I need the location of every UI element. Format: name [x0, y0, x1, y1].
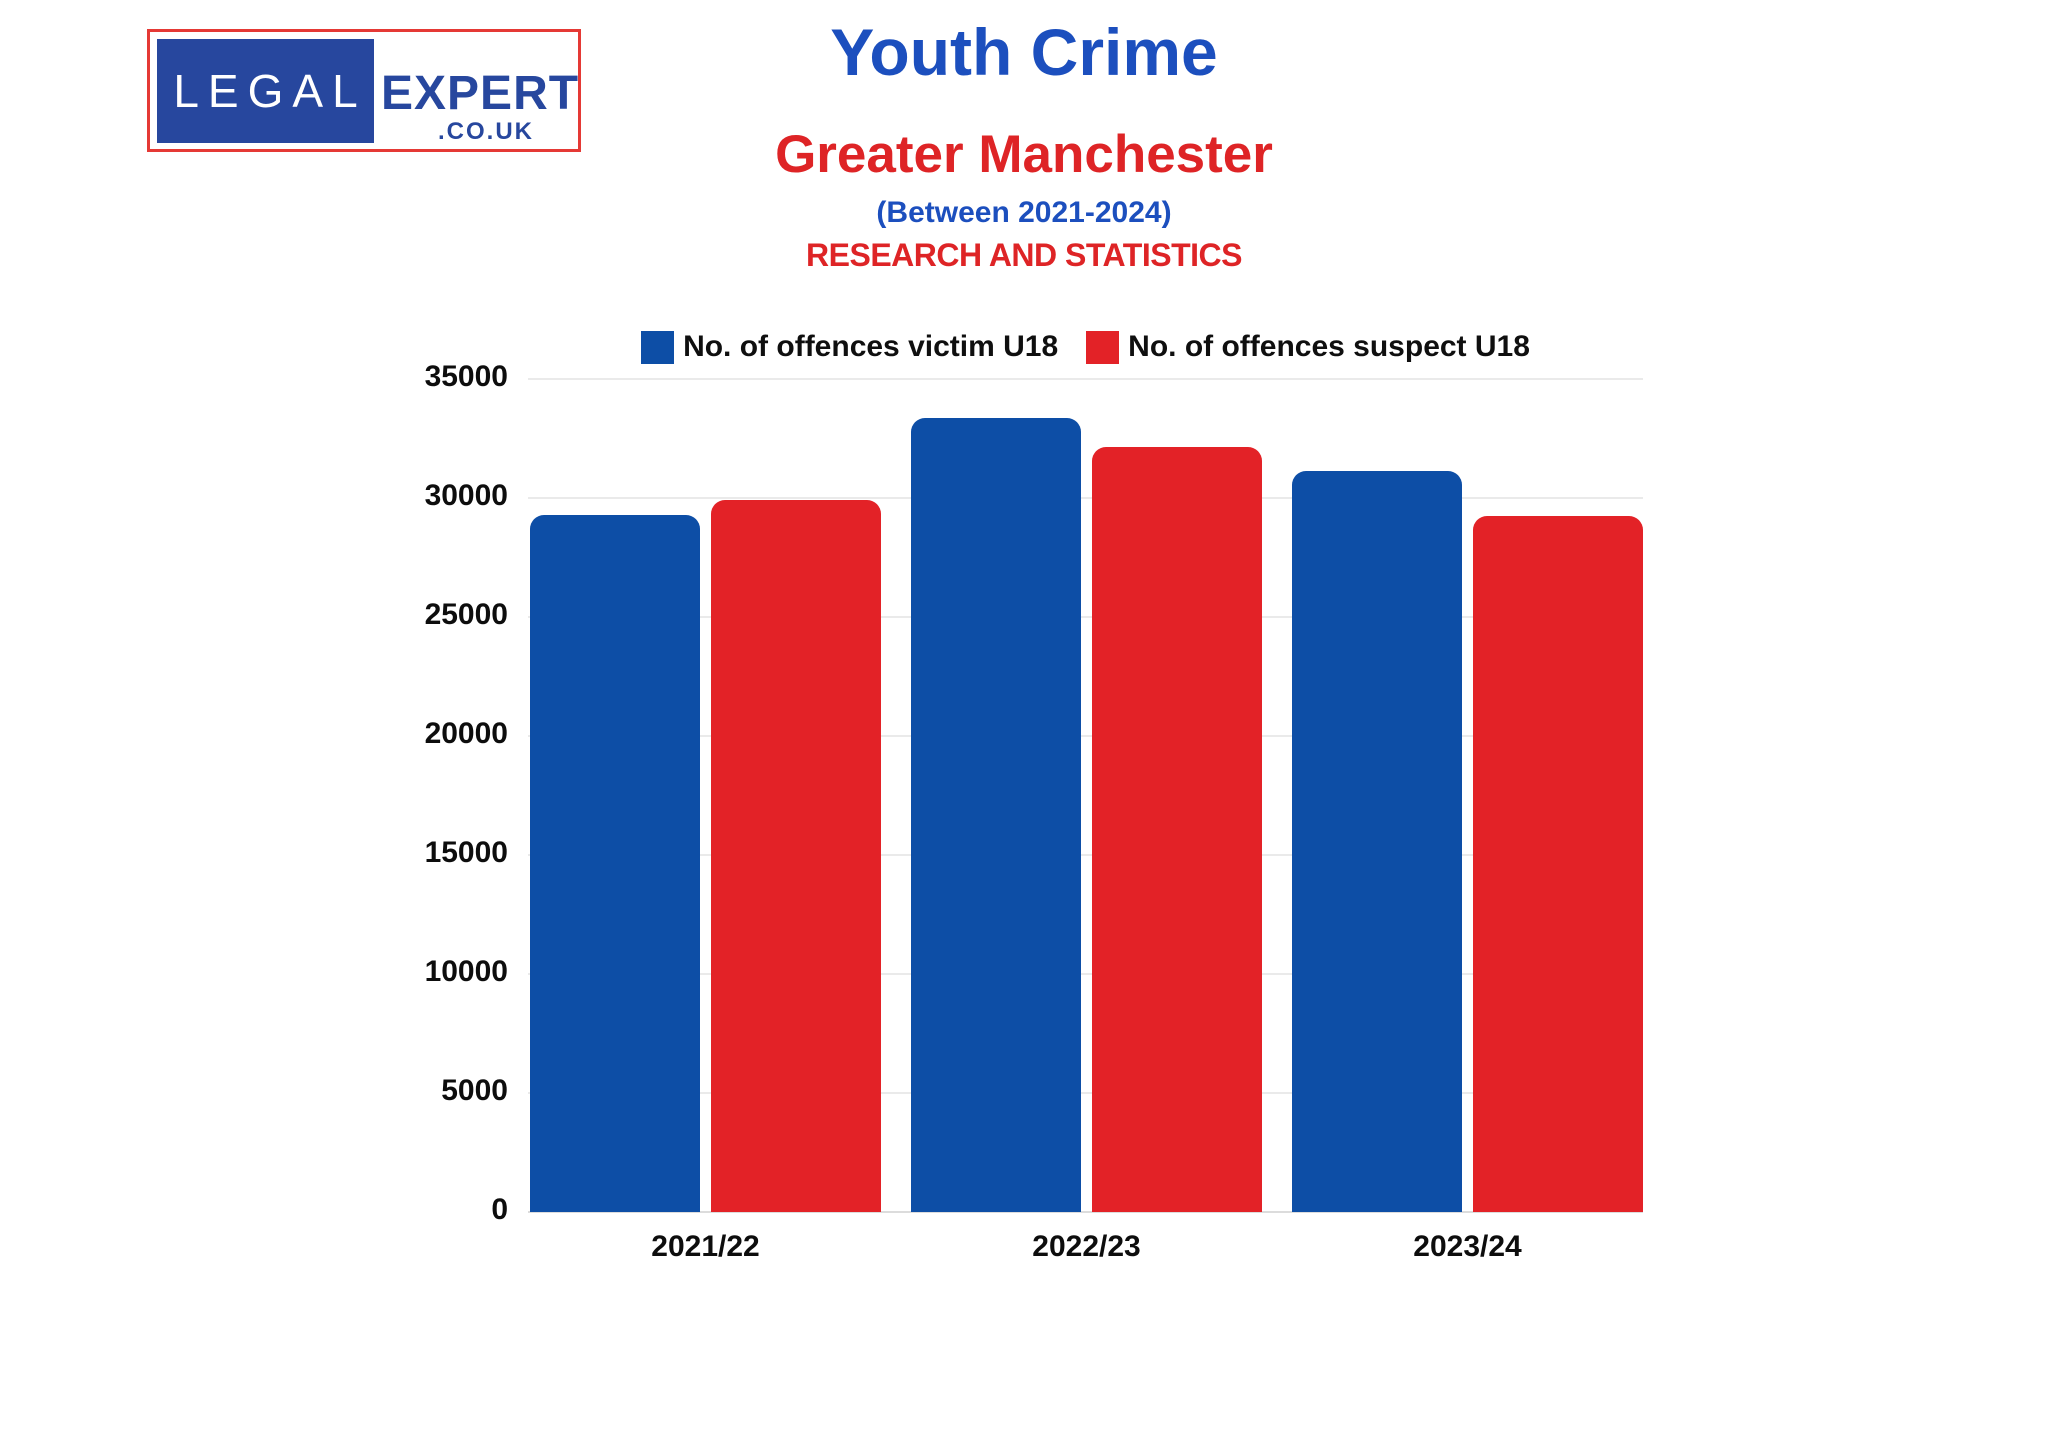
legend-item-victim: No. of offences victim U18 [641, 330, 1058, 364]
x-axis-line [528, 1211, 1643, 1213]
page-title: Youth Crime [830, 15, 1218, 89]
logo-legal-text: LEGAL [173, 65, 367, 117]
chart-legend: No. of offences victim U18 No. of offence… [528, 330, 1643, 364]
y-axis-tick-label: 15000 [424, 836, 508, 869]
logo-expert-text: EXPERT [381, 67, 580, 120]
period-label: (Between 2021-2024) [876, 196, 1172, 229]
y-axis-tick-label: 10000 [424, 955, 508, 988]
bar-suspect-2023/24 [1473, 515, 1643, 1212]
gridline [528, 973, 1643, 975]
gridline [528, 378, 1643, 380]
gridline [528, 735, 1643, 737]
y-axis-tick-label: 30000 [424, 479, 508, 512]
y-axis-tick-label: 5000 [441, 1074, 508, 1107]
bar-suspect-2022/23 [1092, 446, 1262, 1212]
bar-victim-2021/22 [530, 514, 700, 1212]
gridline [528, 1092, 1643, 1094]
logo-legal-block: LEGAL [157, 39, 374, 143]
legend-swatch-blue [641, 330, 675, 364]
gridline [528, 854, 1643, 856]
y-axis-tick-label: 25000 [424, 598, 508, 631]
gridline [528, 616, 1643, 618]
y-axis-tick-label: 20000 [424, 717, 508, 750]
x-axis-tick-label: 2021/22 [651, 1230, 760, 1263]
y-axis-tick-label: 35000 [424, 360, 508, 393]
legend-swatch-red [1086, 330, 1120, 364]
legend-label: No. of offences suspect U18 [1128, 330, 1530, 363]
tagline-label: RESEARCH AND STATISTICS [806, 237, 1242, 273]
legend-item-suspect: No. of offences suspect U18 [1086, 330, 1530, 364]
bar-suspect-2021/22 [711, 500, 881, 1212]
bar-victim-2023/24 [1292, 470, 1462, 1212]
x-axis-tick-label: 2023/24 [1413, 1230, 1522, 1263]
bar-victim-2022/23 [911, 418, 1081, 1212]
x-axis-tick-label: 2022/23 [1032, 1230, 1141, 1263]
legend-label: No. of offences victim U18 [683, 330, 1059, 363]
page-subtitle: Greater Manchester [775, 125, 1273, 184]
legal-expert-logo: LEGAL EXPERT .CO.UK [147, 29, 581, 152]
gridline [528, 497, 1643, 499]
y-axis-tick-label: 0 [491, 1193, 508, 1226]
logo-tld-text: .CO.UK [438, 118, 534, 145]
